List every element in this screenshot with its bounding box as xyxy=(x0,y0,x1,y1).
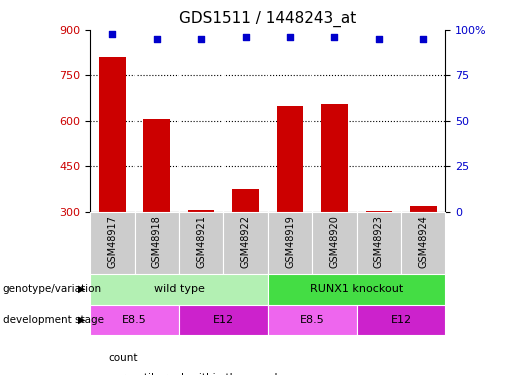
Bar xyxy=(143,118,170,303)
Bar xyxy=(321,104,348,303)
Bar xyxy=(90,304,179,335)
Text: percentile rank within the sample: percentile rank within the sample xyxy=(108,374,284,375)
Bar xyxy=(312,212,356,274)
Point xyxy=(108,31,116,37)
Bar xyxy=(268,274,445,304)
Bar xyxy=(134,212,179,274)
Bar xyxy=(179,212,224,274)
Text: RUNX1 knockout: RUNX1 knockout xyxy=(310,284,403,294)
Text: ▶: ▶ xyxy=(77,315,85,325)
Text: E12: E12 xyxy=(213,315,234,325)
Bar xyxy=(268,304,356,335)
Bar xyxy=(366,211,392,303)
Text: GSM48919: GSM48919 xyxy=(285,215,295,268)
Point xyxy=(419,36,427,42)
Bar xyxy=(401,212,445,274)
Text: GSM48920: GSM48920 xyxy=(330,215,339,268)
Point xyxy=(286,34,294,40)
Bar xyxy=(232,189,259,303)
Bar xyxy=(410,206,437,303)
Bar xyxy=(179,304,268,335)
Text: ▶: ▶ xyxy=(77,284,85,294)
Text: GSM48922: GSM48922 xyxy=(241,215,251,268)
Text: GSM48917: GSM48917 xyxy=(107,215,117,268)
Text: E8.5: E8.5 xyxy=(300,315,324,325)
Point xyxy=(242,34,250,40)
Text: E12: E12 xyxy=(390,315,411,325)
Point xyxy=(152,36,161,42)
Point xyxy=(330,34,338,40)
Bar xyxy=(268,212,312,274)
Bar xyxy=(90,212,134,274)
Point xyxy=(375,36,383,42)
Point xyxy=(197,36,205,42)
Bar xyxy=(224,212,268,274)
Text: E8.5: E8.5 xyxy=(122,315,147,325)
Text: GSM48923: GSM48923 xyxy=(374,215,384,268)
Title: GDS1511 / 1448243_at: GDS1511 / 1448243_at xyxy=(179,11,356,27)
Text: GSM48924: GSM48924 xyxy=(418,215,428,268)
Bar xyxy=(90,274,268,304)
Text: GSM48918: GSM48918 xyxy=(152,215,162,268)
Text: development stage: development stage xyxy=(3,315,104,325)
Text: count: count xyxy=(108,353,138,363)
Text: wild type: wild type xyxy=(153,284,204,294)
Text: genotype/variation: genotype/variation xyxy=(3,284,101,294)
Bar xyxy=(356,212,401,274)
Bar xyxy=(356,304,445,335)
Text: GSM48921: GSM48921 xyxy=(196,215,206,268)
Bar xyxy=(277,106,303,303)
Bar xyxy=(99,57,126,303)
Bar xyxy=(188,210,214,303)
